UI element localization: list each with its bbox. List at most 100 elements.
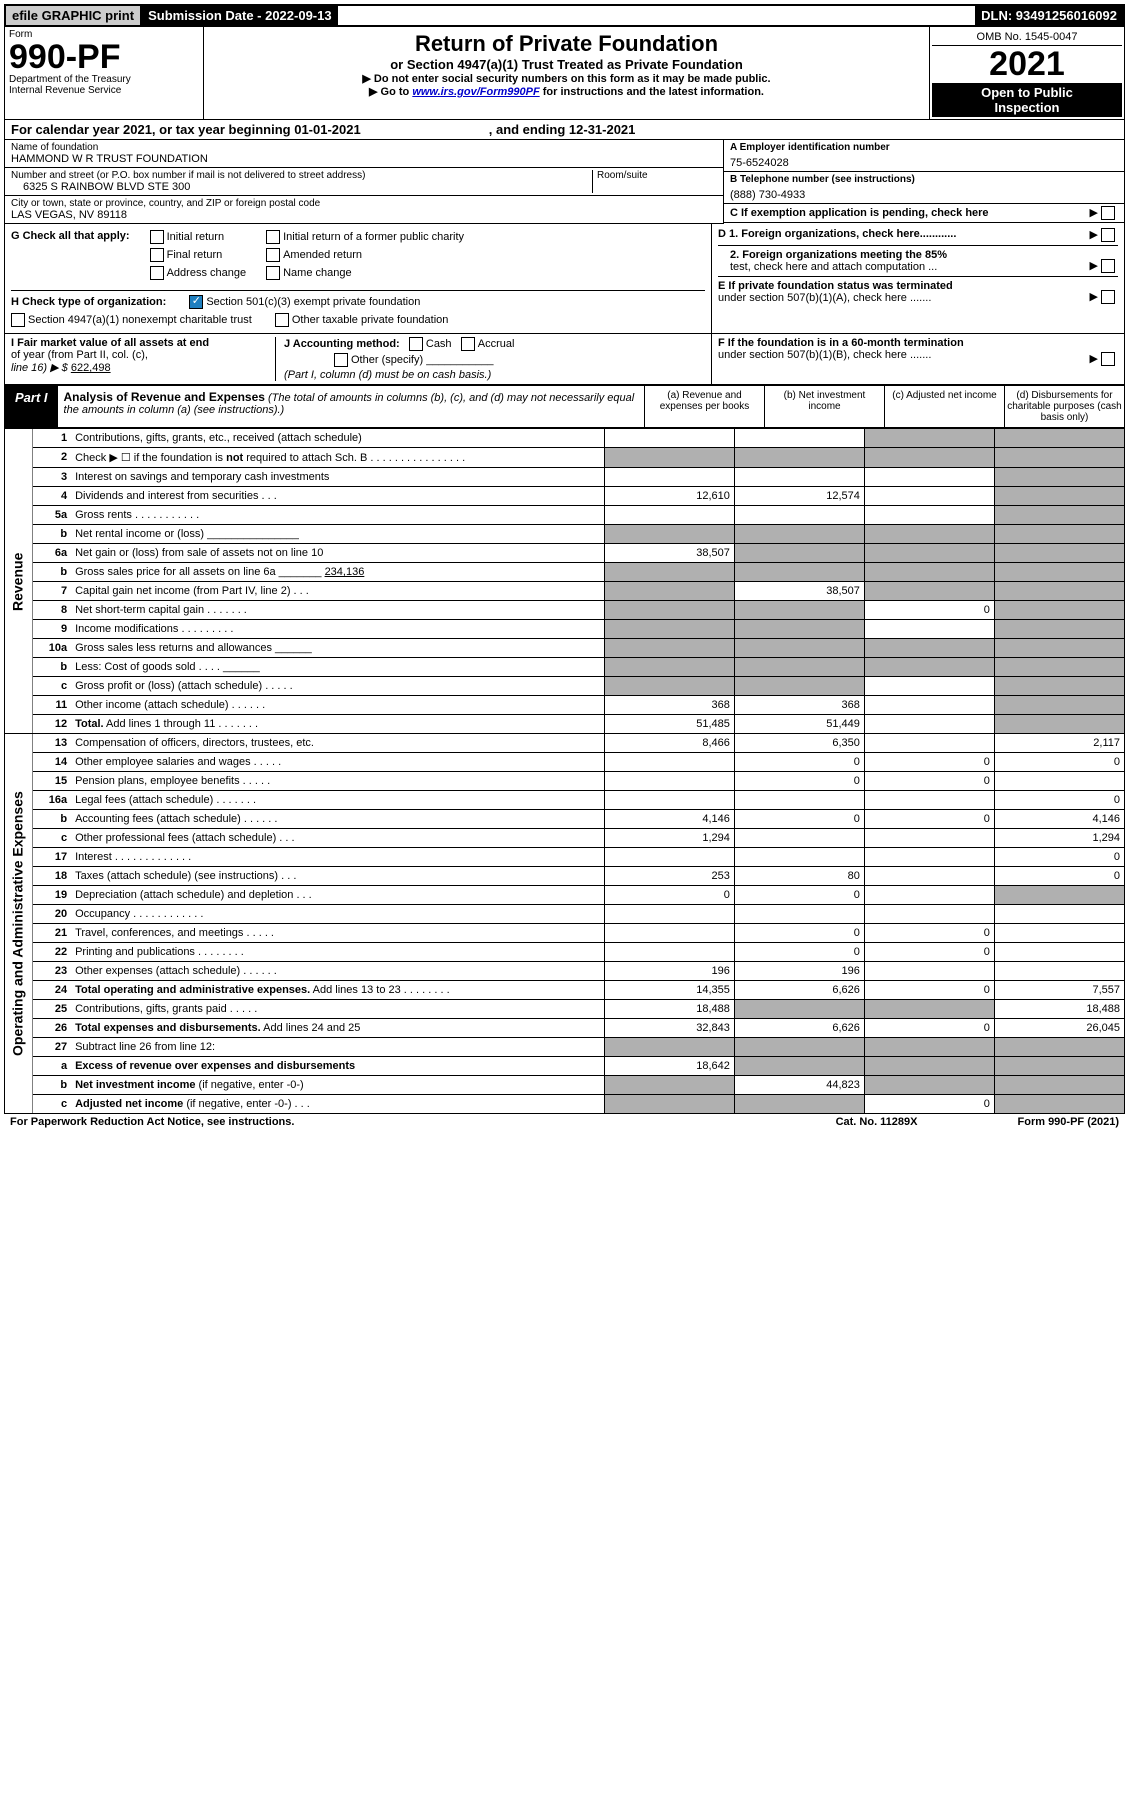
amount-cell bbox=[864, 563, 994, 582]
c-checkbox[interactable] bbox=[1101, 206, 1115, 220]
cal-year-end: , and ending 12-31-2021 bbox=[489, 122, 636, 137]
table-row: cOther professional fees (attach schedul… bbox=[5, 829, 1125, 848]
j-cash-checkbox[interactable] bbox=[409, 337, 423, 351]
amount-cell: 4,146 bbox=[994, 810, 1124, 829]
amount-cell bbox=[604, 924, 734, 943]
amount-cell bbox=[864, 544, 994, 563]
table-row: 22Printing and publications . . . . . . … bbox=[5, 943, 1125, 962]
expenses-section-label: Operating and Administrative Expenses bbox=[5, 734, 33, 1114]
note-1: ▶ Do not enter social security numbers o… bbox=[208, 72, 925, 85]
amount-cell: 0 bbox=[864, 981, 994, 1000]
h-501c3-checkbox[interactable]: ✓ bbox=[189, 295, 203, 309]
g-final-checkbox[interactable] bbox=[150, 248, 164, 262]
amount-cell: 18,642 bbox=[604, 1057, 734, 1076]
calendar-year-bar: For calendar year 2021, or tax year begi… bbox=[4, 120, 1125, 140]
amount-cell bbox=[604, 582, 734, 601]
amount-cell: 196 bbox=[734, 962, 864, 981]
d2-checkbox[interactable] bbox=[1101, 259, 1115, 273]
ein-label: A Employer identification number bbox=[730, 142, 1118, 153]
j-accrual-checkbox[interactable] bbox=[461, 337, 475, 351]
i-line3: line 16) ▶ $ 622,498 bbox=[11, 361, 271, 374]
h-other-checkbox[interactable] bbox=[275, 313, 289, 327]
inspection-1: Open to Public bbox=[981, 85, 1073, 100]
amount-cell: 0 bbox=[734, 943, 864, 962]
dln-label: DLN: 93491256016092 bbox=[975, 6, 1123, 25]
table-row: bLess: Cost of goods sold . . . . ______ bbox=[5, 658, 1125, 677]
g-address: Address change bbox=[150, 266, 247, 280]
line-number: 12 bbox=[33, 715, 71, 734]
c-cell: C If exemption application is pending, c… bbox=[724, 204, 1124, 223]
title-box: Return of Private Foundation or Section … bbox=[204, 27, 929, 119]
line-number: 8 bbox=[33, 601, 71, 620]
amount-cell bbox=[864, 525, 994, 544]
amount-cell: 0 bbox=[994, 848, 1124, 867]
amount-cell bbox=[604, 1076, 734, 1095]
amount-cell: 196 bbox=[604, 962, 734, 981]
line-description: Accounting fees (attach schedule) . . . … bbox=[71, 810, 604, 829]
table-row: 4Dividends and interest from securities … bbox=[5, 487, 1125, 506]
table-row: 6aNet gain or (loss) from sale of assets… bbox=[5, 544, 1125, 563]
amount-cell: 12,574 bbox=[734, 487, 864, 506]
e-checkbox[interactable] bbox=[1101, 290, 1115, 304]
g-amended-checkbox[interactable] bbox=[266, 248, 280, 262]
j-other-checkbox[interactable] bbox=[334, 353, 348, 367]
table-row: 5aGross rents . . . . . . . . . . . bbox=[5, 506, 1125, 525]
amount-cell bbox=[864, 1000, 994, 1019]
line-description: Dividends and interest from securities .… bbox=[71, 487, 604, 506]
line-description: Gross rents . . . . . . . . . . . bbox=[71, 506, 604, 525]
amount-cell bbox=[734, 1038, 864, 1057]
d1-checkbox[interactable] bbox=[1101, 228, 1115, 242]
h-4947-checkbox[interactable] bbox=[11, 313, 25, 327]
line-number: 9 bbox=[33, 620, 71, 639]
f-checkbox[interactable] bbox=[1101, 352, 1115, 366]
line-description: Taxes (attach schedule) (see instruction… bbox=[71, 867, 604, 886]
line-number: 20 bbox=[33, 905, 71, 924]
omb-number: OMB No. 1545-0047 bbox=[932, 29, 1122, 46]
amount-cell bbox=[994, 677, 1124, 696]
room-label: Room/suite bbox=[597, 170, 717, 181]
part-1-label: Part I bbox=[5, 386, 58, 427]
g-address-checkbox[interactable] bbox=[150, 266, 164, 280]
amount-cell bbox=[604, 772, 734, 791]
g-initial-checkbox[interactable] bbox=[150, 230, 164, 244]
amount-cell: 51,449 bbox=[734, 715, 864, 734]
g-name-change-checkbox[interactable] bbox=[266, 266, 280, 280]
line-number: c bbox=[33, 1095, 71, 1114]
amount-cell bbox=[994, 563, 1124, 582]
amount-cell bbox=[734, 601, 864, 620]
city-val: LAS VEGAS, NV 89118 bbox=[11, 209, 717, 221]
line-number: 5a bbox=[33, 506, 71, 525]
table-row: 23Other expenses (attach schedule) . . .… bbox=[5, 962, 1125, 981]
amount-cell bbox=[994, 487, 1124, 506]
line-description: Other professional fees (attach schedule… bbox=[71, 829, 604, 848]
main-title: Return of Private Foundation bbox=[208, 31, 925, 57]
amount-cell: 1,294 bbox=[994, 829, 1124, 848]
g-initial-former-checkbox[interactable] bbox=[266, 230, 280, 244]
part-1-desc: Analysis of Revenue and Expenses (The to… bbox=[58, 386, 644, 427]
line-description: Total expenses and disbursements. Add li… bbox=[71, 1019, 604, 1038]
table-row: bGross sales price for all assets on lin… bbox=[5, 563, 1125, 582]
amount-cell: 38,507 bbox=[604, 544, 734, 563]
note2-post: for instructions and the latest informat… bbox=[540, 86, 764, 98]
i-line2: of year (from Part II, col. (c), bbox=[11, 349, 271, 361]
ein-val: 75-6524028 bbox=[730, 153, 1118, 169]
line-description: Less: Cost of goods sold . . . . ______ bbox=[71, 658, 604, 677]
efile-print-button[interactable]: efile GRAPHIC print bbox=[6, 6, 142, 25]
amount-cell bbox=[864, 620, 994, 639]
amount-cell: 0 bbox=[994, 753, 1124, 772]
amount-cell bbox=[864, 715, 994, 734]
j-cash: Cash bbox=[426, 338, 452, 350]
amount-cell bbox=[864, 487, 994, 506]
line-description: Excess of revenue over expenses and disb… bbox=[71, 1057, 604, 1076]
amount-cell bbox=[864, 582, 994, 601]
table-row: aExcess of revenue over expenses and dis… bbox=[5, 1057, 1125, 1076]
d1-label: D 1. Foreign organizations, check here..… bbox=[718, 228, 956, 242]
amount-cell: 0 bbox=[734, 753, 864, 772]
amount-cell: 2,117 bbox=[994, 734, 1124, 753]
line-description: Gross sales less returns and allowances … bbox=[71, 639, 604, 658]
irs-link[interactable]: www.irs.gov/Form990PF bbox=[412, 86, 539, 98]
tax-year: 2021 bbox=[932, 46, 1122, 83]
h-4947: Section 4947(a)(1) nonexempt charitable … bbox=[11, 314, 252, 326]
sub-title: or Section 4947(a)(1) Trust Treated as P… bbox=[208, 57, 925, 72]
amount-cell bbox=[734, 1000, 864, 1019]
